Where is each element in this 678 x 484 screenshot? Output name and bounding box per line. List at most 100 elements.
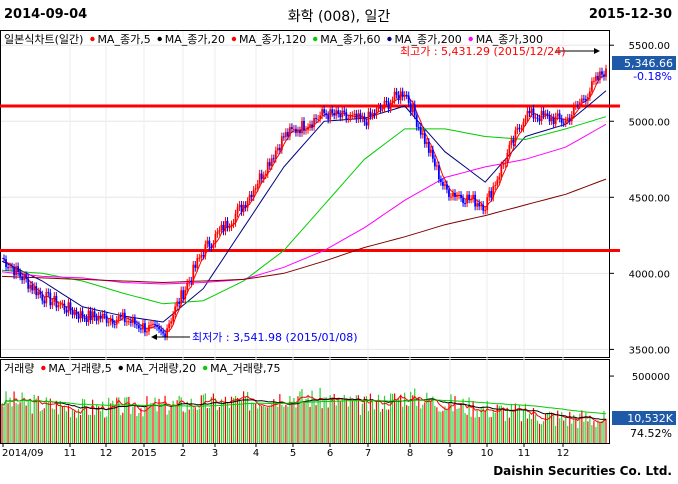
price-legend: 일본식차트(일간) MA_종가,5 MA_종가,20 MA_종가,120 MA_종가,6… (4, 32, 543, 46)
candle-body (160, 329, 162, 332)
candle-body (35, 286, 38, 296)
candle-body (282, 136, 285, 138)
candle-body (603, 74, 605, 77)
legend-marker (41, 365, 46, 371)
candle-body (208, 240, 211, 247)
candle-body (11, 266, 13, 268)
candle-body (506, 152, 509, 163)
candle-body (460, 194, 462, 199)
candle-body (508, 144, 511, 153)
candle-body (142, 323, 144, 330)
legend-label: MA_종가,120 (239, 33, 306, 46)
candle-body (558, 113, 561, 119)
candle-body (127, 321, 130, 323)
candle-body (379, 106, 382, 110)
candle-body (63, 303, 66, 311)
candle-body (524, 118, 527, 123)
candle-body (107, 321, 110, 323)
legend-marker (468, 36, 473, 42)
candle-body (317, 118, 319, 120)
candle-body (327, 115, 330, 120)
candle-body (270, 158, 273, 167)
candle-body (230, 224, 233, 228)
candle-body (284, 132, 287, 138)
candle-body (15, 266, 17, 276)
candle-body (138, 325, 140, 329)
candle-body (472, 194, 475, 199)
legend-label: MA_종가,20 (165, 33, 225, 46)
legend-marker (202, 365, 208, 371)
volume-tick-label: 500000 (632, 372, 670, 383)
candle-body (93, 311, 96, 318)
candle-body (504, 162, 507, 164)
candle-body (164, 333, 166, 337)
candle-body (572, 106, 575, 115)
candle-body (47, 292, 50, 294)
candle-body (274, 150, 277, 159)
low-annotation-label: 최저가 : 3,541.98 (2015/01/08) (192, 331, 358, 344)
candle-body (415, 115, 418, 127)
candle-body (321, 109, 324, 116)
candle-body (425, 141, 428, 144)
candle-body (77, 315, 80, 319)
candle-body (293, 128, 295, 130)
candle-body (248, 194, 251, 202)
volume-legend: 거래량 MA_거래량,5 MA_거래량,20 MA_거래량,75 (4, 362, 281, 375)
candle-body (339, 113, 342, 118)
candle-body (162, 331, 164, 334)
candle-body (129, 321, 132, 323)
end-date: 2015-12-30 (588, 7, 672, 22)
legend-marker (90, 36, 95, 42)
candle-body (111, 318, 114, 324)
candle-body (385, 100, 388, 102)
candle-body (454, 192, 456, 197)
candle-body (335, 110, 338, 116)
candle-body (291, 127, 293, 129)
candle-body (158, 326, 160, 330)
candle-body (256, 183, 259, 189)
candle-body (41, 294, 44, 301)
candle-body (357, 113, 360, 120)
x-tick-label: 4 (253, 448, 259, 459)
x-tick-label: 2014/09 (2, 448, 44, 459)
candle-body (391, 100, 394, 104)
candle-body (73, 311, 76, 315)
candle-body (17, 266, 20, 273)
legend-label: 일본식차트(일간) (4, 32, 83, 46)
legend-label: MA_종가,300 (476, 33, 543, 46)
candle-body (7, 267, 9, 269)
candle-body (546, 113, 549, 115)
candle-body (319, 115, 322, 119)
price-tick-label: 5000.00 (629, 117, 670, 128)
candle-body (188, 280, 191, 283)
candle-body (605, 68, 607, 77)
candle-body (212, 243, 215, 248)
candle-body (417, 126, 420, 128)
candle-body (202, 255, 205, 257)
candle-body (556, 113, 559, 117)
candle-body (174, 306, 177, 315)
candle-body (423, 133, 426, 144)
candle-body (496, 179, 499, 186)
candle-body (588, 91, 591, 98)
candle-body (444, 184, 446, 186)
candle-body (433, 158, 436, 167)
candle-body (323, 109, 326, 114)
candle-body (593, 80, 595, 82)
candle-body (518, 127, 521, 129)
candle-body (437, 165, 440, 180)
candle-body (190, 280, 193, 282)
candle-body (19, 272, 22, 277)
candle-body (548, 114, 551, 122)
x-tick-label: 9 (447, 448, 453, 459)
candle-body (37, 291, 40, 296)
x-tick-label: 8 (407, 448, 413, 459)
candle-body (478, 203, 481, 207)
candle-body (133, 318, 136, 325)
candle-body (591, 81, 593, 92)
legend-marker (313, 36, 318, 42)
candle-body (103, 313, 106, 316)
candle-body (442, 181, 444, 186)
candle-body (178, 301, 181, 304)
x-tick-label: 7 (365, 448, 371, 459)
